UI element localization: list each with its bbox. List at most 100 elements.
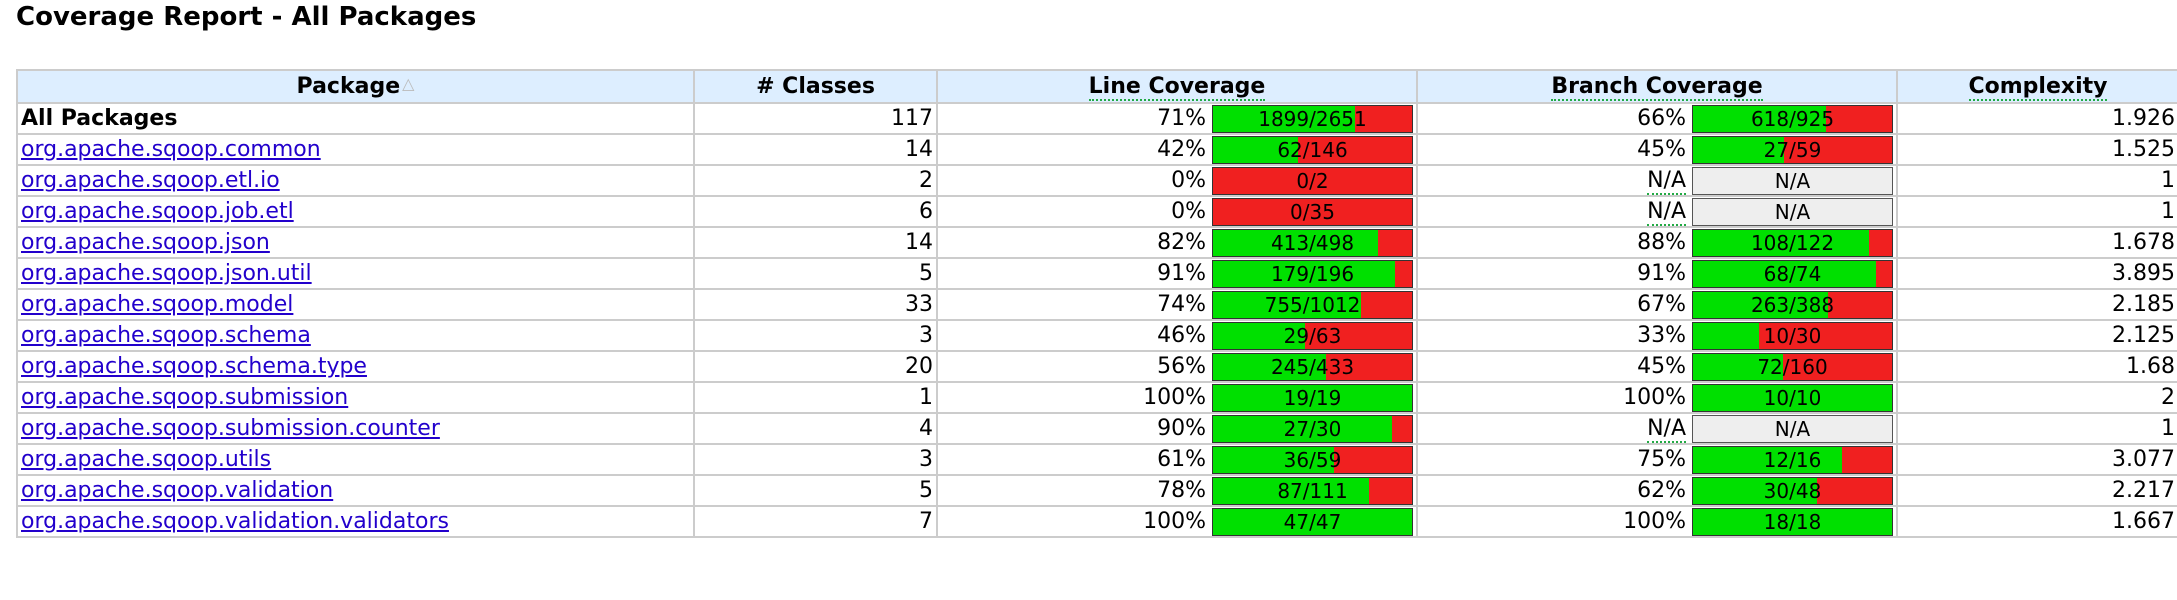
classes-count: 2 [693, 164, 938, 197]
classes-count: 1 [693, 381, 938, 414]
line-coverage-ratio: 27/30 [1283, 416, 1342, 441]
package-link[interactable]: org.apache.sqoop.utils [21, 447, 272, 472]
branch-coverage-bar-fill [1693, 477, 1818, 504]
branch-coverage-bar-fill [1693, 136, 1785, 163]
line-coverage-bar-cell: 62/146 [1209, 133, 1418, 166]
classes-column-header[interactable]: # Classes [693, 69, 938, 104]
package-link[interactable]: org.apache.sqoop.validation [21, 478, 334, 503]
line-coverage-percent: 100% [936, 505, 1209, 538]
branch-coverage-bar-fill [1693, 291, 1828, 318]
line-coverage-bar: 0/35 [1212, 197, 1413, 226]
line-coverage-header-label: Line Coverage [1088, 74, 1266, 101]
line-coverage-bar-cell: 0/2 [1209, 164, 1418, 197]
line-coverage-bar-cell: 179/196 [1209, 257, 1418, 290]
line-coverage-bar-cell: 19/19 [1209, 381, 1418, 414]
branch-coverage-column-header[interactable]: Branch Coverage [1416, 69, 1898, 104]
branch-coverage-bar: 27/59 [1692, 135, 1893, 164]
branch-coverage-ratio: N/A [1774, 168, 1811, 193]
package-link[interactable]: org.apache.sqoop.submission [21, 385, 349, 410]
table-row: org.apache.sqoop.utils 3 61% 36/59 75% 12/16 3… [16, 443, 2177, 476]
line-coverage-ratio: 413/498 [1270, 230, 1355, 255]
branch-coverage-ratio: 10/10 [1763, 385, 1822, 410]
branch-coverage-bar-cell: 72/160 [1689, 350, 1898, 383]
branch-coverage-percent-value: 100% [1623, 385, 1686, 410]
package-cell: org.apache.sqoop.validation [16, 474, 695, 507]
branch-coverage-percent-value: 100% [1623, 509, 1686, 534]
branch-coverage-bar: 263/388 [1692, 290, 1893, 319]
complexity-header-label: Complexity [1968, 74, 2108, 101]
line-coverage-ratio: 19/19 [1283, 385, 1342, 410]
table-row: org.apache.sqoop.json.util 5 91% 179/196 91%… [16, 257, 2177, 290]
branch-coverage-ratio: 27/59 [1763, 137, 1822, 162]
branch-coverage-percent: 66% [1416, 102, 1689, 135]
package-link[interactable]: org.apache.sqoop.schema [21, 323, 311, 348]
package-link[interactable]: org.apache.sqoop.etl.io [21, 168, 280, 193]
line-coverage-percent: 61% [936, 443, 1209, 476]
line-coverage-ratio: 47/47 [1283, 509, 1342, 534]
branch-coverage-percent-value: 45% [1637, 137, 1686, 162]
branch-coverage-percent: 91% [1416, 257, 1689, 290]
line-coverage-percent: 78% [936, 474, 1209, 507]
branch-coverage-bar: N/A [1692, 197, 1893, 226]
complexity-value: 1.68 [1896, 350, 2177, 383]
package-link[interactable]: org.apache.sqoop.json.util [21, 261, 312, 286]
complexity-column-header[interactable]: Complexity [1896, 69, 2177, 104]
branch-coverage-ratio: 30/48 [1763, 478, 1822, 503]
package-cell: org.apache.sqoop.submission.counter [16, 412, 695, 445]
line-coverage-bar: 0/2 [1212, 166, 1413, 195]
line-coverage-percent: 56% [936, 350, 1209, 383]
branch-coverage-bar-fill [1693, 508, 1892, 535]
complexity-value: 1.926 [1896, 102, 2177, 135]
branch-coverage-bar: N/A [1692, 414, 1893, 443]
package-cell: org.apache.sqoop.etl.io [16, 164, 695, 197]
line-coverage-percent: 0% [936, 164, 1209, 197]
package-cell: org.apache.sqoop.schema.type [16, 350, 695, 383]
branch-coverage-ratio: 108/122 [1750, 230, 1835, 255]
line-coverage-bar-fill [1213, 477, 1370, 504]
complexity-value: 1 [1896, 412, 2177, 445]
branch-coverage-bar-cell: N/A [1689, 412, 1898, 445]
line-coverage-bar-cell: 245/433 [1209, 350, 1418, 383]
package-link[interactable]: org.apache.sqoop.common [21, 137, 321, 162]
branch-coverage-bar: 68/74 [1692, 259, 1893, 288]
package-cell: org.apache.sqoop.submission [16, 381, 695, 414]
complexity-value: 2.125 [1896, 319, 2177, 352]
branch-coverage-bar: 12/16 [1692, 445, 1893, 474]
table-row: All Packages 117 71% 1899/2651 66% 618/925 1.9… [16, 102, 2177, 135]
branch-coverage-bar-cell: N/A [1689, 195, 1898, 228]
branch-coverage-percent: 62% [1416, 474, 1689, 507]
package-link[interactable]: org.apache.sqoop.model [21, 292, 294, 317]
line-coverage-bar-fill [1213, 384, 1412, 411]
branch-coverage-percent: 45% [1416, 350, 1689, 383]
line-coverage-bar: 1899/2651 [1212, 104, 1413, 133]
package-link[interactable]: org.apache.sqoop.submission.counter [21, 416, 440, 441]
complexity-value: 3.077 [1896, 443, 2177, 476]
complexity-value: 1 [1896, 195, 2177, 228]
line-coverage-percent-value: 61% [1157, 447, 1206, 472]
package-link[interactable]: org.apache.sqoop.json [21, 230, 270, 255]
sort-ascending-icon[interactable]: △ [402, 74, 415, 93]
package-link[interactable]: org.apache.sqoop.schema.type [21, 354, 367, 379]
package-column-header[interactable]: Package △ [16, 69, 695, 104]
package-cell: org.apache.sqoop.job.etl [16, 195, 695, 228]
line-coverage-bar-fill [1213, 508, 1412, 535]
line-coverage-percent-value: 100% [1143, 509, 1206, 534]
complexity-value: 2.185 [1896, 288, 2177, 321]
line-coverage-ratio: 62/146 [1277, 137, 1348, 162]
line-coverage-bar-fill [1213, 260, 1395, 287]
branch-coverage-percent-value: N/A [1647, 416, 1686, 443]
line-coverage-ratio: 0/2 [1296, 168, 1329, 193]
table-row: org.apache.sqoop.submission 1 100% 19/19 100… [16, 381, 2177, 414]
package-link[interactable]: org.apache.sqoop.validation.validators [21, 509, 449, 534]
line-coverage-percent-value: 42% [1157, 137, 1206, 162]
line-coverage-ratio: 29/63 [1283, 323, 1342, 348]
package-link[interactable]: org.apache.sqoop.job.etl [21, 199, 294, 224]
header-row: Package △ # Classes Line Coverage Branch … [16, 69, 2177, 104]
package-cell: org.apache.sqoop.model [16, 288, 695, 321]
branch-coverage-bar: 10/30 [1692, 321, 1893, 350]
line-coverage-column-header[interactable]: Line Coverage [936, 69, 1418, 104]
branch-coverage-bar: 108/122 [1692, 228, 1893, 257]
line-coverage-bar: 179/196 [1212, 259, 1413, 288]
line-coverage-percent: 42% [936, 133, 1209, 166]
classes-count: 14 [693, 133, 938, 166]
